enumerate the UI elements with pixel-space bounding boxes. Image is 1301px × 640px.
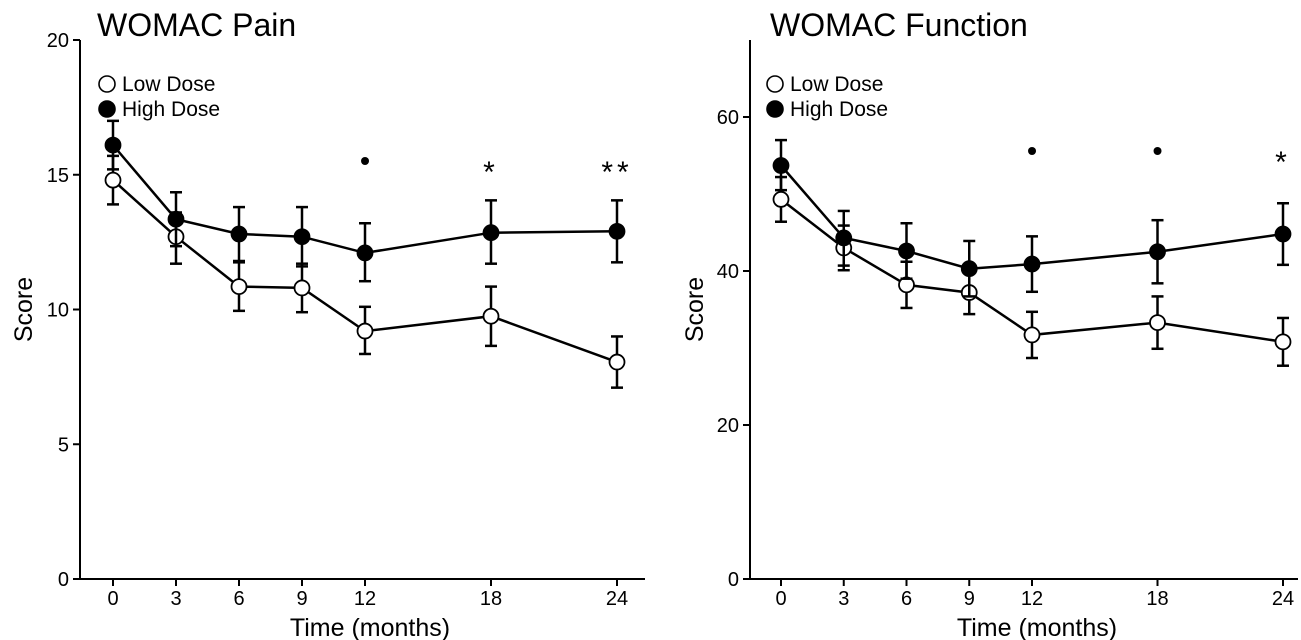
legend-label: High Dose [122,98,220,121]
y-tick-label: 20 [47,30,69,52]
significance-asterisk: * [1275,146,1291,179]
significance-asterisk: ** [601,156,632,189]
x-tick-label: 24 [1272,588,1294,610]
significance-asterisk: * [483,156,499,189]
chart-title: WOMAC Function [770,7,1028,43]
data-point [482,224,500,242]
data-point [608,353,626,371]
x-tick-label: 12 [1021,588,1043,610]
x-tick-label: 9 [296,588,307,610]
legend-label: Low Dose [122,73,215,96]
x-tick-label: 3 [838,588,849,610]
y-axis-label: Score [10,277,38,342]
data-point [356,244,374,262]
series-high-dose [772,138,1292,298]
significance-dot: • [1027,135,1037,166]
data-point [104,171,122,189]
x-tick-label: 6 [233,588,244,610]
x-tick-label: 18 [1146,588,1168,610]
data-point [1023,326,1041,344]
y-tick-label: 15 [47,165,69,187]
y-tick-label: 10 [47,300,69,322]
chart-title: WOMAC Pain [97,7,296,43]
data-point [1023,255,1041,273]
x-tick-label: 6 [901,588,912,610]
data-point [104,136,122,154]
y-tick-label: 5 [58,434,69,456]
data-point [230,225,248,243]
y-tick-label: 0 [728,569,739,591]
x-tick-label: 3 [170,588,181,610]
significance-dot: • [1153,135,1163,166]
data-point [835,229,853,247]
data-point [1149,314,1166,331]
legend-marker-filled [98,100,116,118]
data-point [772,157,790,174]
data-point [960,260,978,278]
x-tick-label: 0 [107,588,118,610]
data-point [1274,225,1292,243]
data-point [356,322,374,340]
x-tick-label: 24 [606,588,628,610]
y-tick-label: 0 [58,569,69,591]
legend-marker-open [766,75,784,93]
y-tick-label: 40 [717,261,739,283]
data-point [898,242,915,260]
chart-panel-0: WOMAC Pain 0 5 10 15 20 0 3 6 9 12 18 24 Time (months… [10,7,645,640]
legend-label: Low Dose [790,73,883,96]
x-tick-label: 12 [354,588,376,610]
data-point [1149,243,1166,261]
data-point [293,279,311,297]
y-tick-label: 20 [717,415,739,437]
x-tick-label: 0 [775,588,786,610]
data-point [1274,333,1292,351]
series-high-dose [104,119,626,283]
data-point [608,222,626,240]
x-axis-label: Time (months) [290,614,450,640]
data-point [167,210,185,228]
legend-label: High Dose [790,98,888,121]
y-tick-label: 60 [717,107,739,129]
data-point [482,307,500,325]
y-axis-label: Score [681,277,709,342]
x-tick-label: 18 [480,588,502,610]
legend-marker-open [98,75,116,93]
x-tick-label: 9 [964,588,975,610]
significance-dot: • [360,145,370,176]
legend-marker-filled [766,100,784,118]
x-axis-label: Time (months) [957,614,1117,640]
data-point [230,278,248,295]
data-point [772,190,790,208]
data-point [293,228,311,246]
chart-panel-1: WOMAC Function 0 20 40 60 0 3 6 9 12 18 24 Time (mon… [681,7,1298,640]
series-low-dose [104,154,626,389]
